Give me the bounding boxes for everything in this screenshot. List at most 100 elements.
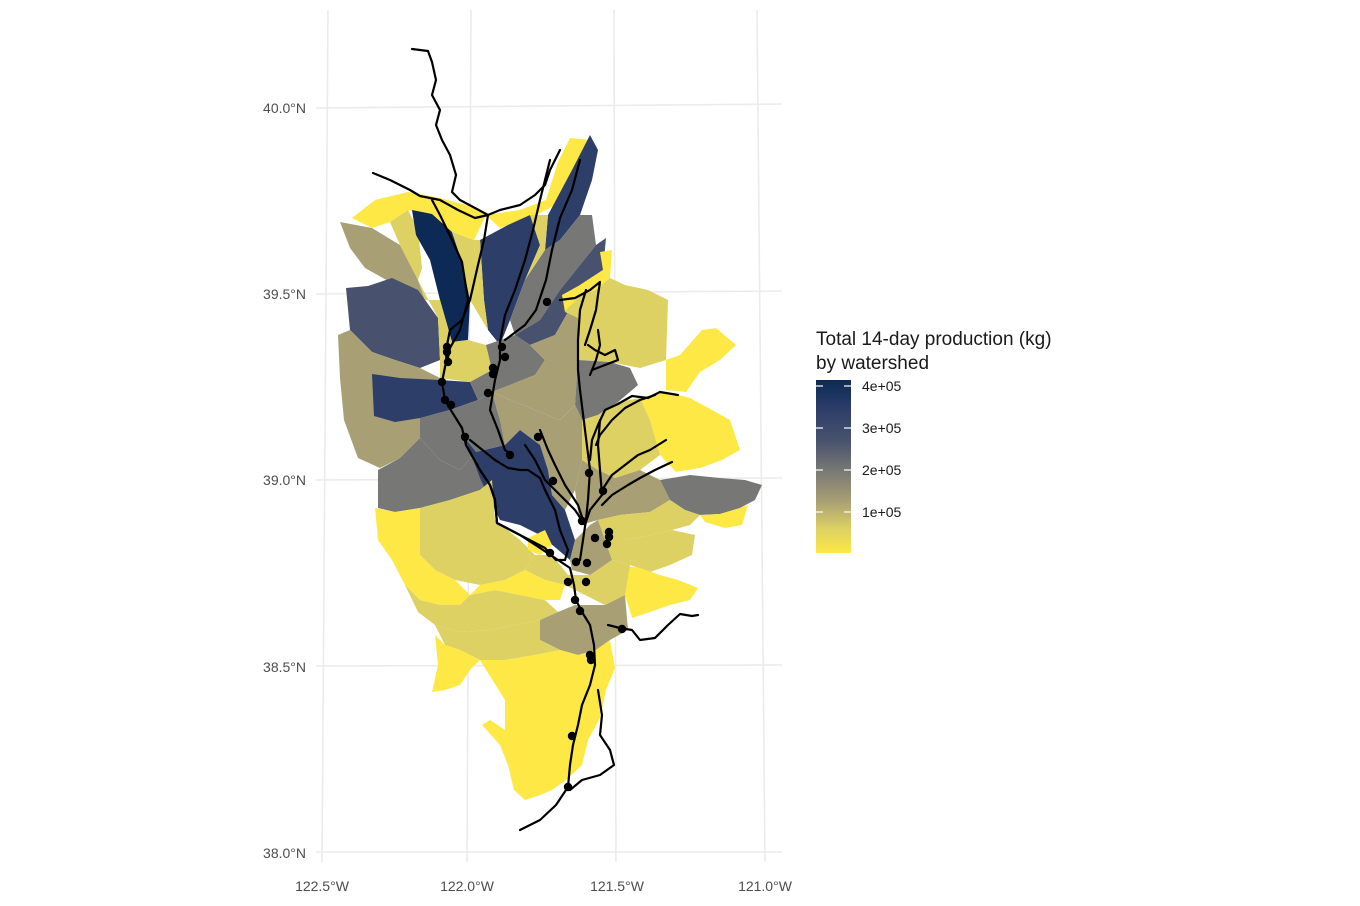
watershed-polygon [435, 620, 560, 660]
watershed-polygon [432, 635, 480, 692]
sampling-point [500, 352, 510, 362]
watershed-polygon [340, 222, 425, 300]
sampling-point [460, 432, 470, 442]
river-line [586, 343, 620, 372]
watershed-polygon [570, 520, 612, 575]
river-line [576, 288, 592, 562]
sampling-point [548, 476, 558, 486]
sampling-point [582, 558, 592, 568]
watershed-polygon [660, 475, 762, 515]
river-line [430, 198, 470, 364]
legend-tick-label: 2e+05 [862, 462, 902, 478]
river-line [503, 158, 582, 342]
watershed-polygon [440, 340, 492, 382]
legend-title: by watershed [816, 353, 929, 374]
sampling-point [563, 577, 573, 587]
grid-line-lat-40.0 [315, 103, 783, 109]
sampling-point [446, 400, 456, 410]
axis-labels: 40.0°N 39.5°N 39.0°N 38.5°N 38.0°N 122.5… [263, 100, 793, 894]
legend-tick-label: 1e+05 [862, 504, 902, 520]
sampling-point [590, 533, 600, 543]
river-line [568, 688, 616, 792]
grid-line-lon-121.0 [756, 9, 766, 863]
sampling-point [505, 450, 515, 460]
sampling-point [483, 388, 493, 398]
watershed-polygon [352, 192, 486, 240]
lon-tick-label: 121.0°W [738, 878, 793, 894]
sampling-point [440, 395, 450, 405]
lat-tick-label: 39.0°N [263, 472, 306, 488]
sampling-point [488, 369, 498, 379]
lat-tick-label: 38.5°N [263, 659, 306, 675]
sampling-point [488, 363, 498, 373]
watershed-polygons [338, 135, 762, 800]
watershed-polygon [420, 480, 535, 585]
watershed-polygon [480, 215, 540, 345]
watershed-polygon [565, 278, 668, 368]
sampling-point [604, 532, 614, 542]
sampling-point [577, 516, 587, 526]
river-line [558, 280, 602, 347]
sampling-point [575, 606, 585, 616]
river-network [371, 47, 700, 832]
river-line [440, 213, 597, 832]
watershed-polygon [372, 374, 478, 422]
river-line [538, 428, 585, 522]
sampling-point [542, 297, 552, 307]
watershed-polygon [575, 460, 670, 525]
watershed-polygon [470, 335, 545, 400]
lat-tick-label: 39.5°N [263, 286, 306, 302]
sampling-point [598, 486, 608, 496]
watershed-polygon [700, 505, 748, 528]
watershed-polygon [510, 215, 596, 335]
legend-tick-label: 3e+05 [862, 420, 902, 436]
sampling-point [602, 539, 612, 549]
watershed-polygon [666, 328, 736, 392]
legend: Total 14-day production (kg) by watershe… [816, 329, 1052, 553]
river-line [600, 438, 668, 492]
lon-tick-label: 122.0°W [440, 878, 495, 894]
sampling-point [563, 782, 573, 792]
sampling-point [545, 548, 555, 558]
river-line [410, 47, 490, 217]
watershed-polygon [605, 530, 695, 572]
river-line [488, 158, 552, 457]
river-line [583, 418, 604, 527]
river-line [588, 328, 602, 377]
sampling-point [570, 595, 580, 605]
watershed-polygon [640, 392, 740, 472]
sampling-point [533, 432, 543, 442]
watershed-polygon [412, 210, 470, 342]
watershed-polygon [405, 585, 558, 632]
sampling-point [442, 347, 452, 357]
watershed-polygon [375, 508, 470, 605]
lat-tick-label: 40.0°N [263, 100, 306, 116]
watershed-polygon [466, 430, 575, 560]
river-line [600, 460, 674, 507]
watershed-polygon [540, 595, 628, 655]
legend-title: Total 14-day production (kg) [816, 329, 1052, 350]
watershed-polygon [346, 278, 440, 368]
sampling-point [581, 577, 591, 587]
grid-line-lon-122.5 [321, 9, 329, 863]
watershed-polygon [598, 500, 700, 540]
sampling-point [584, 468, 594, 478]
sampling-points [437, 297, 627, 792]
watershed-polygon [452, 232, 478, 300]
watershed-polygon [492, 312, 578, 420]
watershed-polygon [480, 640, 615, 800]
sampling-point [617, 624, 627, 634]
sampling-point [437, 377, 447, 387]
watershed-polygon [470, 570, 565, 600]
sampling-point [567, 731, 577, 741]
watershed-polygon [515, 238, 606, 345]
watershed-polygon [470, 240, 488, 330]
watershed-polygon [378, 438, 492, 512]
sampling-point [497, 342, 507, 352]
watershed-polygon [492, 392, 582, 510]
lat-tick-label: 38.0°N [263, 845, 306, 861]
watershed-polygon [418, 280, 452, 360]
watershed-polygon [390, 210, 422, 280]
watershed-polygon [486, 138, 590, 228]
